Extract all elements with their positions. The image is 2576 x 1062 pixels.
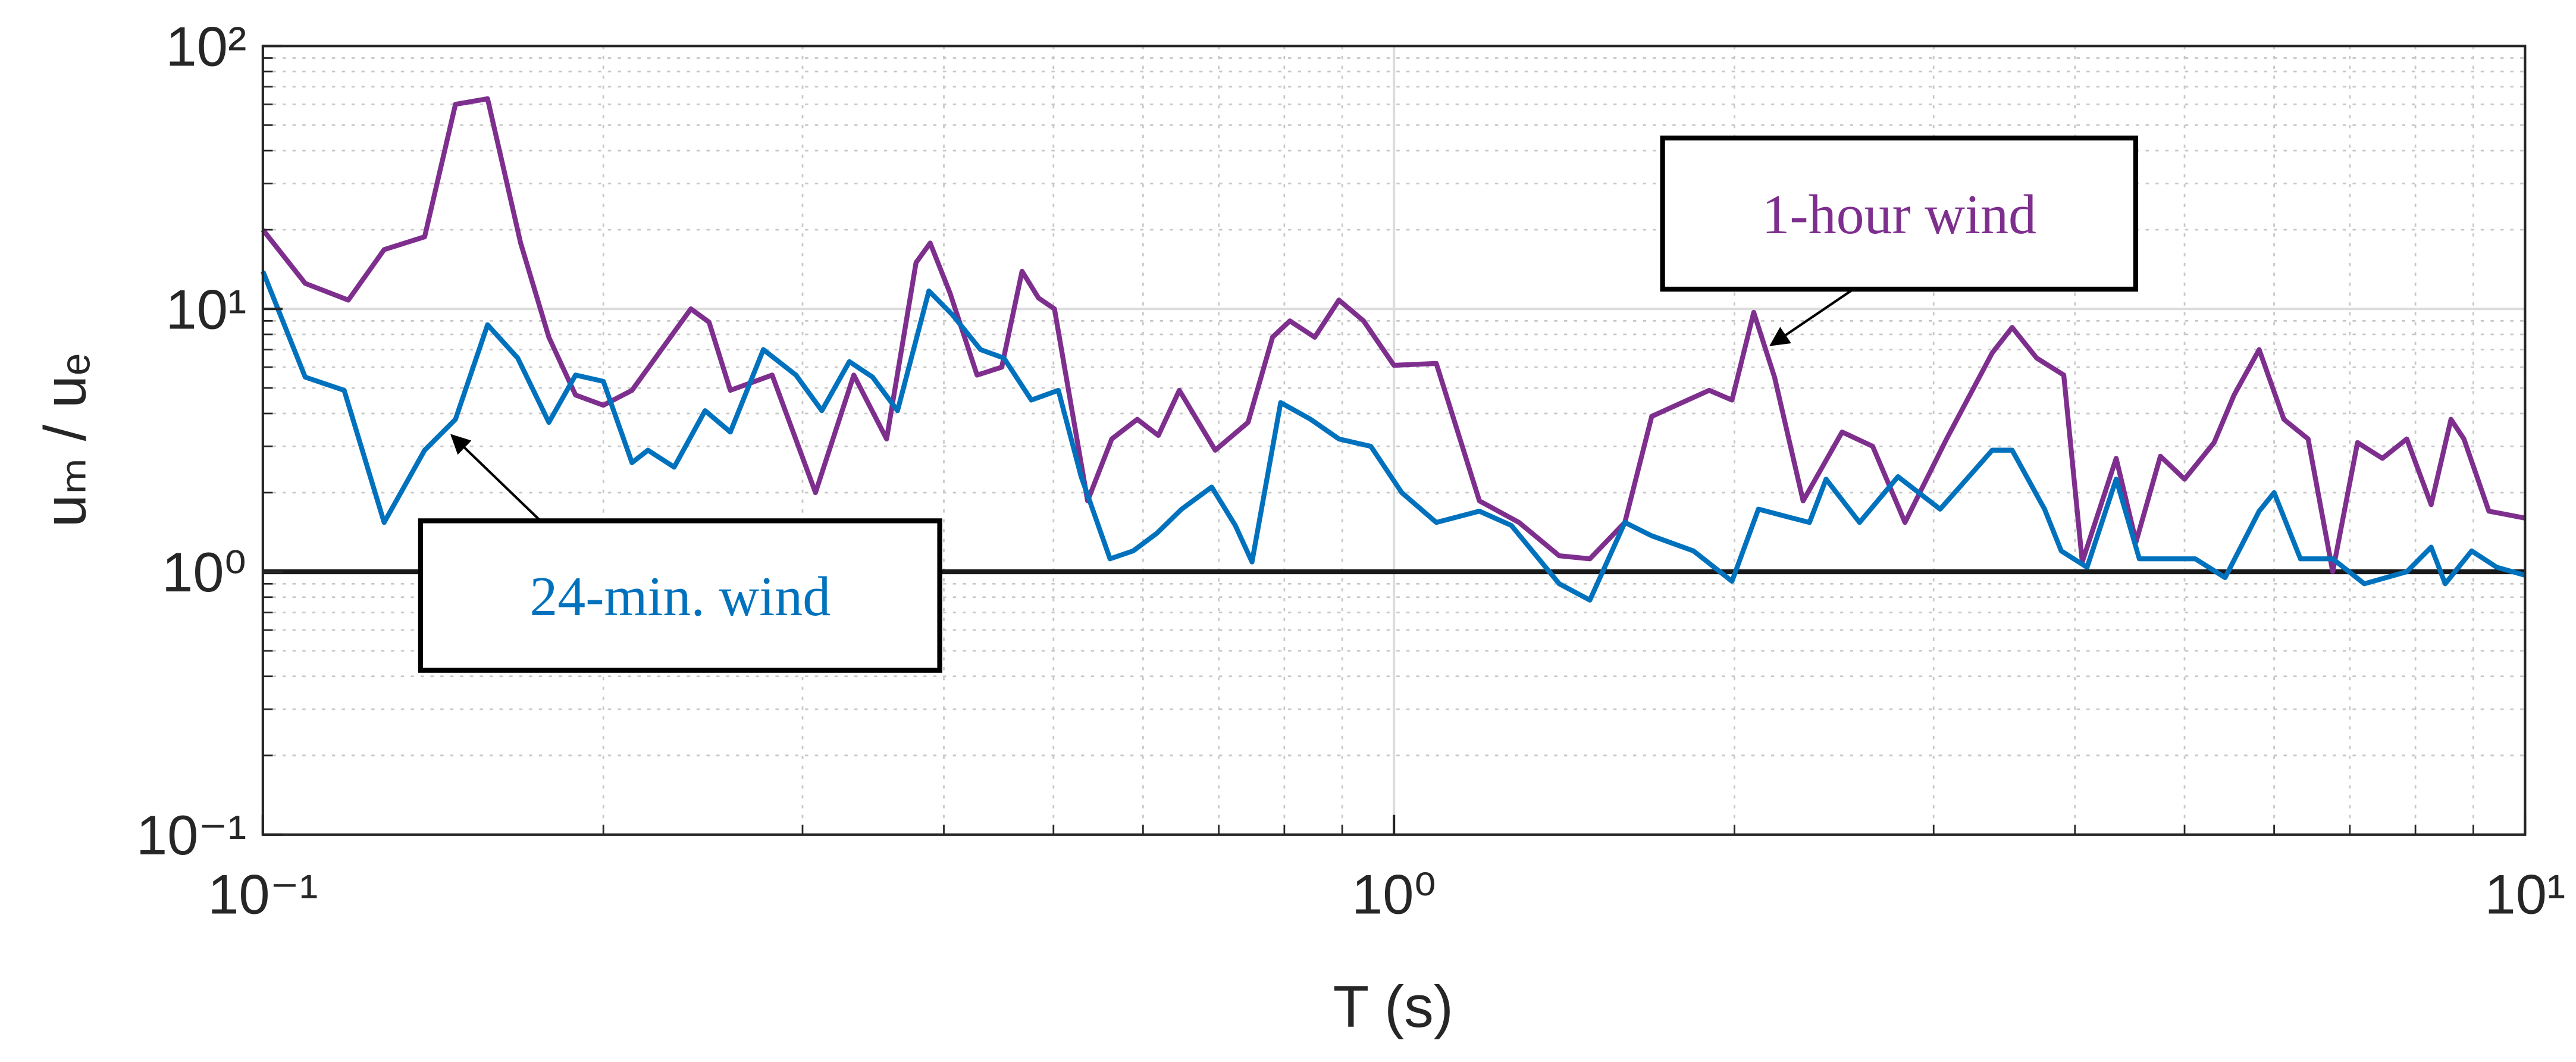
annotation-box (418, 518, 942, 673)
annotations: 1-hour wind 24-min. wind (418, 135, 2139, 673)
legend-label: 24-min. wind (529, 566, 831, 628)
x-axis-label: T (s) (1333, 974, 1453, 1040)
y-tick-label: 10⁻¹ (136, 804, 246, 866)
annotation-arrow (450, 434, 543, 524)
legend-label: 1-hour wind (1762, 184, 2036, 246)
x-tick-label: 10⁰ (1352, 863, 1436, 925)
series-line (261, 270, 2526, 603)
y-tick-label: 10¹ (166, 278, 247, 340)
y-tick-label: 10² (166, 15, 247, 77)
x-tick-label: 10¹ (2485, 863, 2566, 925)
annotation-box (1660, 135, 2139, 292)
ticks: 10⁻¹ 10⁰ 10¹ 10⁻¹ 10⁰ 10¹ 10² (136, 15, 2565, 925)
y-tick-label: 10⁰ (162, 541, 246, 603)
series-line (261, 96, 2526, 575)
y-axis-label: uₘ / uₑ (33, 353, 99, 527)
x-tick-label: 10⁻¹ (208, 863, 318, 925)
